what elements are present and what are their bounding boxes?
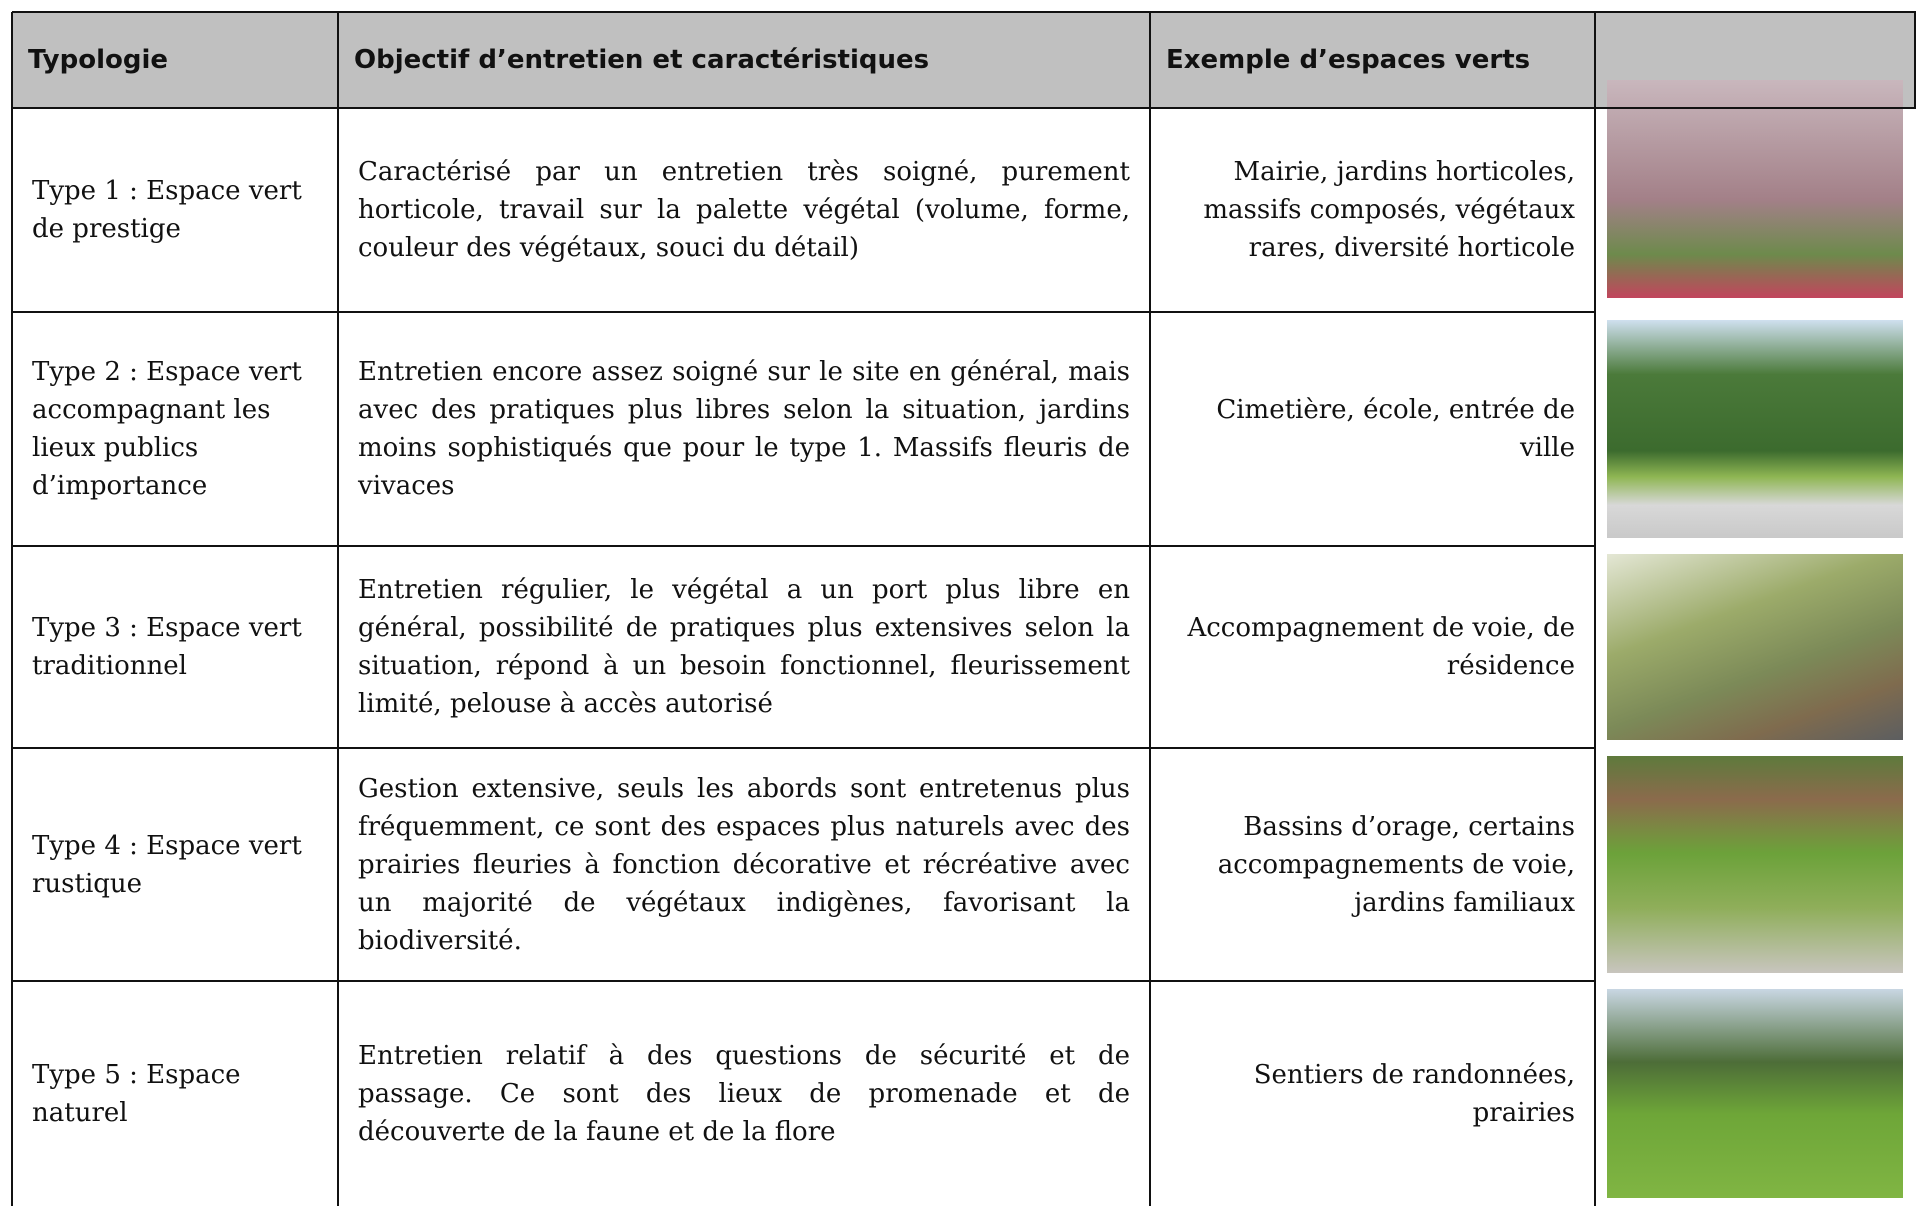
- table-cell: Type 5 : Espace naturel: [12, 981, 338, 1206]
- text: Accompagnement de voie, de résidence: [1187, 613, 1575, 681]
- table-cell: Sentiers de randonnées, prairies: [1150, 981, 1595, 1206]
- photo: [1607, 554, 1903, 740]
- table-cell: Accompagnement de voie, de résidence: [1150, 546, 1595, 748]
- text: Cimetière, école, entrée de ville: [1216, 395, 1575, 463]
- column-border: [11, 12, 13, 1206]
- header-cell: Typologie: [12, 12, 338, 108]
- text: Bassins d’orage, certains accompagnement…: [1217, 811, 1575, 918]
- table-cell: Entretien relatif à des questions de séc…: [338, 981, 1150, 1206]
- text: Type 1 : Espace vert de prestige: [32, 176, 302, 244]
- table-cell: Gestion extensive, seuls les abords sont…: [338, 748, 1150, 981]
- column-border: [1914, 12, 1916, 108]
- table-cell: Type 3 : Espace vert traditionnel: [12, 546, 338, 748]
- text: Sentiers de randonnées, prairies: [1253, 1059, 1575, 1128]
- text: Entretien relatif à des questions de séc…: [358, 1040, 1130, 1147]
- row-border: [12, 11, 1916, 13]
- text: Type 2 : Espace vert accompagnant les li…: [32, 357, 302, 501]
- column-border: [337, 12, 339, 1206]
- text: Entretien encore assez soigné sur le sit…: [358, 357, 1130, 501]
- text: Exemple d’espaces verts: [1166, 45, 1531, 75]
- text: Type 4 : Espace vert rustique: [32, 830, 302, 899]
- text: Entretien régulier, le végétal a un port…: [358, 575, 1130, 719]
- text: Typologie: [28, 45, 169, 75]
- table-cell: Type 4 : Espace vert rustique: [12, 748, 338, 981]
- row-border: [12, 311, 1595, 313]
- table-cell: Type 1 : Espace vert de prestige: [12, 108, 338, 312]
- text: Type 5 : Espace naturel: [32, 1059, 241, 1128]
- table-cell: Cimetière, école, entrée de ville: [1150, 312, 1595, 546]
- row-border: [12, 107, 1916, 109]
- text: Caractérisé par un entretien très soigné…: [358, 157, 1130, 263]
- text: Mairie, jardins horticoles, massifs comp…: [1203, 157, 1575, 263]
- table-cell: Mairie, jardins horticoles, massifs comp…: [1150, 108, 1595, 312]
- photo: [1607, 80, 1903, 298]
- table-cell: Entretien régulier, le végétal a un port…: [338, 546, 1150, 748]
- header-cell: Exemple d’espaces verts: [1150, 12, 1595, 108]
- column-border: [1149, 12, 1151, 1206]
- table-cell: Type 2 : Espace vert accompagnant les li…: [12, 312, 338, 546]
- text: Type 3 : Espace vert traditionnel: [32, 613, 302, 681]
- photo: [1607, 756, 1903, 973]
- table-cell: Caractérisé par un entretien très soigné…: [338, 108, 1150, 312]
- column-border: [1594, 12, 1596, 1206]
- row-border: [12, 545, 1595, 547]
- row-border: [12, 980, 1595, 982]
- photo: [1607, 989, 1903, 1198]
- text: Gestion extensive, seuls les abords sont…: [358, 773, 1130, 956]
- text: Objectif d’entretien et caractéristiques: [354, 45, 930, 75]
- table-cell: Entretien encore assez soigné sur le sit…: [338, 312, 1150, 546]
- header-cell: Objectif d’entretien et caractéristiques: [338, 12, 1150, 108]
- row-border: [12, 747, 1595, 749]
- photo: [1607, 320, 1903, 538]
- table-cell: Bassins d’orage, certains accompagnement…: [1150, 748, 1595, 981]
